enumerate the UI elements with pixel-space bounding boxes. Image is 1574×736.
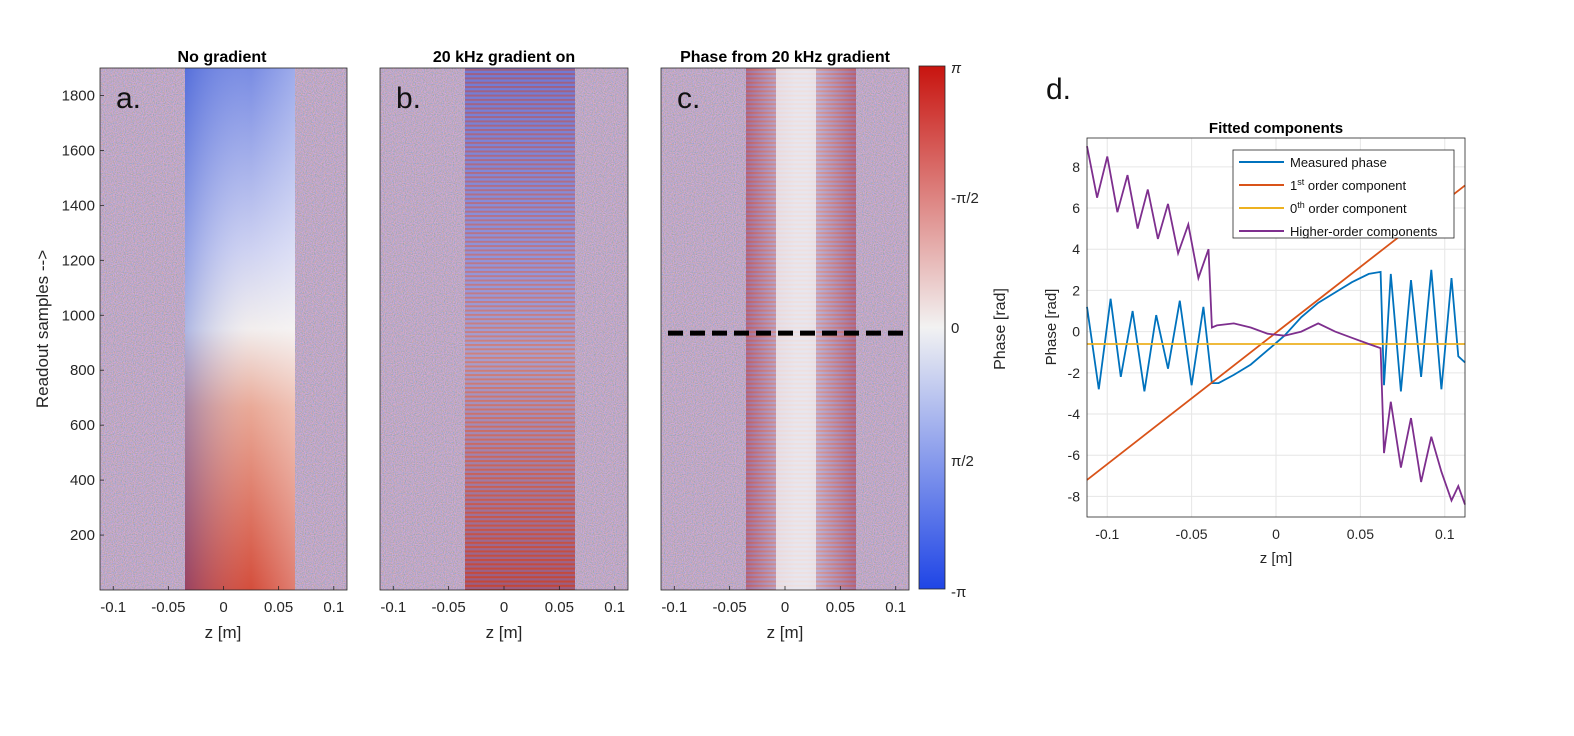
y-tick-label: 6 bbox=[1072, 200, 1080, 216]
panel-d-letter: d. bbox=[1046, 73, 1071, 106]
panel-a-xlabel: z [m] bbox=[205, 623, 242, 642]
colorbar-tick-1: π bbox=[951, 60, 962, 77]
panel-a-title: No gradient bbox=[178, 49, 268, 66]
x-tick-label: 0.1 bbox=[604, 599, 625, 616]
panel-c-title: Phase from 20 kHz gradient bbox=[680, 49, 891, 66]
x-tick-label: -0.05 bbox=[432, 599, 466, 616]
x-tick-label: 0 bbox=[1272, 526, 1280, 542]
panel-d-ylabel: Phase [rad] bbox=[1043, 289, 1060, 366]
legend-label: 0th order component bbox=[1290, 200, 1407, 216]
legend-box bbox=[1232, 149, 1455, 239]
panel-c-letter: c. bbox=[677, 82, 700, 115]
panel-d-xlabel: z [m] bbox=[1260, 550, 1293, 567]
panel-a-object-shading bbox=[185, 68, 295, 590]
x-tick-label: -0.1 bbox=[661, 599, 687, 616]
y-tick-label: 1000 bbox=[62, 307, 95, 324]
panel-d-axes-box bbox=[1086, 137, 1466, 518]
y-tick-label: 1400 bbox=[62, 197, 95, 214]
x-tick-label: 0.1 bbox=[1435, 526, 1455, 542]
y-tick-label: -8 bbox=[1068, 488, 1081, 504]
y-tick-label: 4 bbox=[1072, 241, 1080, 257]
colorbar-bar bbox=[918, 65, 946, 590]
x-tick-label: 0 bbox=[219, 599, 227, 616]
y-tick-label: -4 bbox=[1068, 406, 1081, 422]
x-tick-label: 0.05 bbox=[264, 599, 293, 616]
x-tick-label: -0.05 bbox=[1176, 526, 1208, 542]
y-tick-label: 1600 bbox=[62, 142, 95, 159]
y-tick-label: 200 bbox=[70, 527, 95, 544]
y-tick-label: -2 bbox=[1068, 365, 1081, 381]
x-tick-label: -0.05 bbox=[151, 599, 185, 616]
panel-c-center-band bbox=[776, 68, 816, 590]
x-tick-label: 0.1 bbox=[323, 599, 344, 616]
panel-d: d. -8 -6 -4 -2 0 2 4 6 8 -0.1 -0.05 0 0.05 0.1 Fitte… bbox=[1043, 73, 1466, 567]
panel-a-ylabel: Readout samples --> bbox=[33, 250, 52, 408]
y-tick-label: 800 bbox=[70, 362, 95, 379]
colorbar-tick-5: -π bbox=[951, 584, 966, 601]
panel-b-letter: b. bbox=[396, 82, 421, 115]
x-tick-label: -0.05 bbox=[713, 599, 747, 616]
x-tick-label: 0 bbox=[781, 599, 789, 616]
panel-d-title: Fitted components bbox=[1209, 120, 1343, 137]
y-tick-label: 0 bbox=[1072, 324, 1080, 340]
colorbar-label: Phase [rad] bbox=[992, 288, 1009, 370]
legend-label: Measured phase bbox=[1290, 155, 1387, 170]
panel-d-yticks: -8 -6 -4 -2 0 2 4 6 8 bbox=[1068, 159, 1081, 505]
y-tick-label: 400 bbox=[70, 472, 95, 489]
panel-b-xticks: -0.1 -0.05 0 0.05 0.1 bbox=[380, 586, 625, 616]
x-tick-label: 0.05 bbox=[1347, 526, 1374, 542]
legend-label: Higher-order components bbox=[1290, 224, 1438, 239]
x-tick-label: 0.1 bbox=[885, 599, 906, 616]
y-tick-label: 8 bbox=[1072, 159, 1080, 175]
colorbar-tick-3: 0 bbox=[951, 320, 959, 337]
panel-c-xticks: -0.1 -0.05 0 0.05 0.1 bbox=[661, 586, 906, 616]
panel-c-xlabel: z [m] bbox=[767, 623, 804, 642]
colorbar-tick-4: π/2 bbox=[951, 453, 974, 470]
panel-a-xticks: -0.1 -0.05 0 0.05 0.1 bbox=[100, 586, 344, 616]
x-tick-label: -0.1 bbox=[1095, 526, 1119, 542]
panel-b: 20 kHz gradient on b. z [m] -0.1 -0.05 0 0.… bbox=[379, 49, 629, 642]
x-tick-label: 0 bbox=[500, 599, 508, 616]
x-tick-label: 0.05 bbox=[826, 599, 855, 616]
panel-b-stripe-pattern bbox=[465, 68, 575, 590]
colorbar: π -π/2 0 π/2 -π Phase [rad] bbox=[918, 60, 1009, 601]
y-tick-label: 600 bbox=[70, 417, 95, 434]
x-tick-label: 0.05 bbox=[545, 599, 574, 616]
legend-label: 1st order component bbox=[1290, 177, 1407, 193]
colorbar-tick-2: -π/2 bbox=[951, 190, 979, 207]
panel-c: Phase from 20 kHz gradient c. z [m] -0.1… bbox=[660, 49, 910, 642]
y-tick-label: 1200 bbox=[62, 252, 95, 269]
x-tick-label: -0.1 bbox=[100, 599, 126, 616]
panel-a-yticks: 1800 1600 1400 1200 1000 800 600 400 200 bbox=[62, 87, 104, 544]
y-tick-label: -6 bbox=[1068, 447, 1081, 463]
panel-d-xticks: -0.1 -0.05 0 0.05 0.1 bbox=[1095, 526, 1455, 542]
panel-b-title: 20 kHz gradient on bbox=[433, 49, 575, 66]
panel-d-legend: Measured phase 1st order component 0th ord… bbox=[1232, 149, 1455, 239]
y-tick-label: 1800 bbox=[62, 87, 95, 104]
x-tick-label: -0.1 bbox=[380, 599, 406, 616]
panel-a-letter: a. bbox=[116, 82, 141, 115]
panel-a: No gradient a. z [m] Readout samples -->… bbox=[33, 49, 348, 642]
series-line-4 bbox=[1086, 146, 1466, 505]
panel-b-xlabel: z [m] bbox=[486, 623, 523, 642]
y-tick-label: 2 bbox=[1072, 282, 1080, 298]
